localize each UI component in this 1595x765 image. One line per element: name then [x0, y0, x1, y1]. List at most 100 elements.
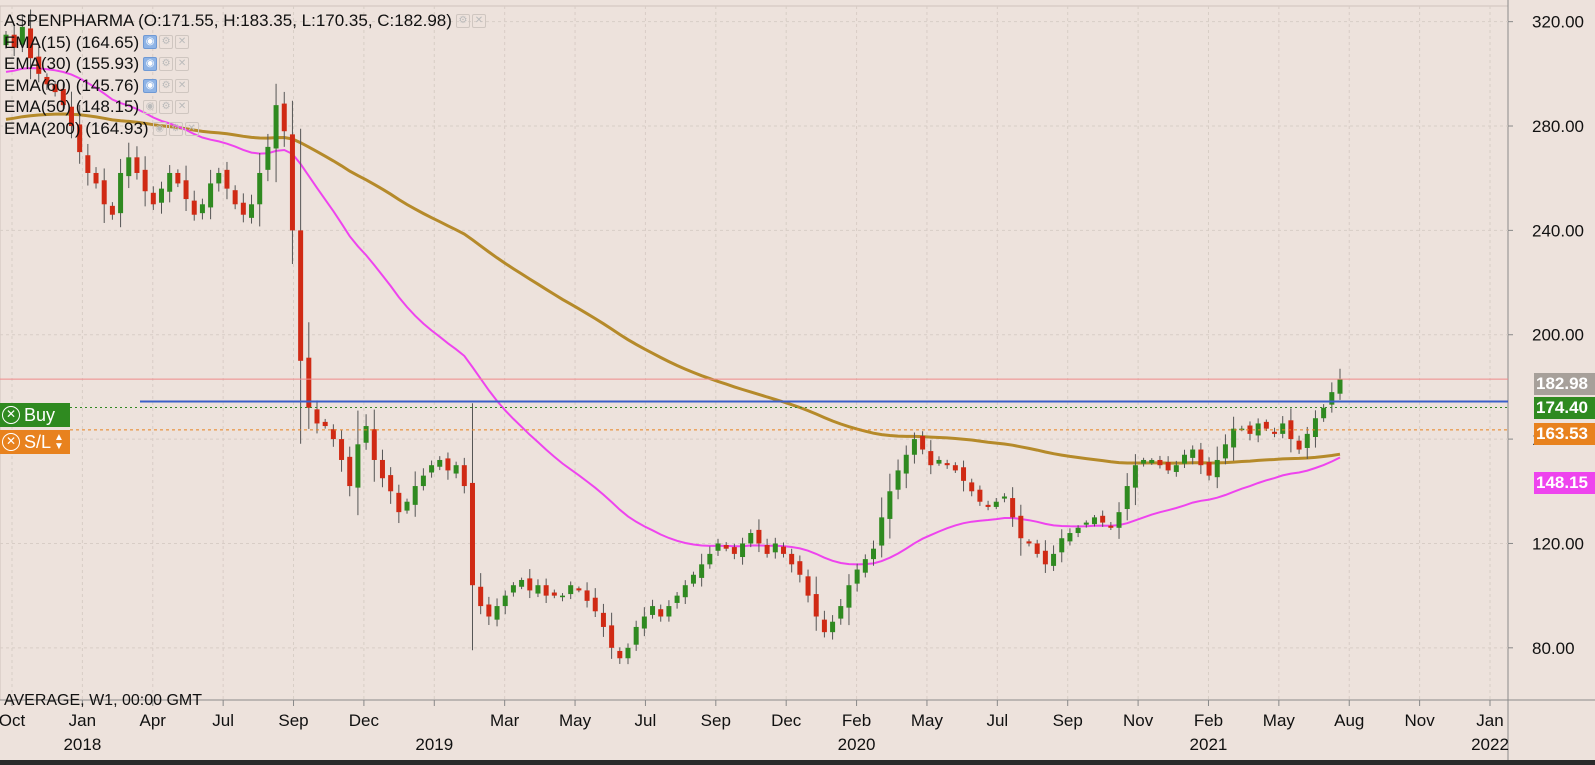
candle-body	[617, 650, 623, 659]
eye-icon[interactable]: ◉	[143, 56, 158, 71]
candle-body	[273, 105, 279, 149]
candle-body	[1108, 525, 1114, 528]
candle-body	[1165, 462, 1171, 471]
candle-body	[1296, 440, 1302, 450]
candle-body	[1157, 459, 1163, 466]
candle-body	[347, 456, 353, 487]
x-tick-label: Jan	[1476, 711, 1503, 730]
candle-body	[379, 459, 385, 479]
candle-body	[68, 106, 74, 127]
stop-loss-price-label: 163.53	[1534, 423, 1595, 445]
settings-icon[interactable]: ⚙	[159, 35, 174, 50]
settings-icon[interactable]: ⚙	[168, 121, 183, 136]
candle-body	[167, 172, 173, 192]
candle-body	[1067, 533, 1073, 542]
candle-body	[11, 34, 17, 48]
candle-body	[1198, 449, 1204, 466]
legend-entry[interactable]: EMA(200) (164.93) ◉ ⚙ ✕	[4, 118, 486, 140]
candle-body	[1132, 465, 1138, 488]
candle-body	[1124, 486, 1130, 510]
x-year-label: 2021	[1190, 735, 1228, 754]
candle-body	[150, 192, 156, 205]
candle-body	[314, 409, 320, 424]
candle-body	[977, 489, 983, 502]
x-tick-label: Aug	[1334, 711, 1364, 730]
candle-body	[609, 625, 615, 648]
candle-body	[494, 606, 500, 620]
x-tick-label: Dec	[771, 711, 802, 730]
candle-body	[682, 585, 688, 598]
settings-icon[interactable]: ⚙	[159, 100, 174, 115]
eye-icon[interactable]: ◉	[152, 121, 167, 136]
candle-body	[1116, 512, 1122, 528]
legend-entry[interactable]: EMA(15) (164.65) ◉ ⚙ ✕	[4, 32, 486, 54]
close-icon[interactable]: ✕	[175, 35, 190, 50]
candle-body	[85, 155, 91, 173]
settings-icon[interactable]: ⚙	[159, 56, 174, 71]
settings-icon[interactable]: ⚙	[159, 78, 174, 93]
legend-entry[interactable]: EMA(60) (145.76) ◉ ⚙ ✕	[4, 75, 486, 97]
legend-entry[interactable]: EMA(50) (148.15) ◉ ⚙ ✕	[4, 96, 486, 118]
candle-body	[969, 482, 975, 492]
eye-icon[interactable]: ◉	[143, 100, 158, 115]
candle-body	[216, 172, 222, 184]
candle-body	[478, 586, 484, 607]
stop-loss-tag[interactable]: ✕ S/L ▲ ▼	[0, 430, 70, 454]
candle-body	[821, 619, 827, 633]
buy-order-tag[interactable]: ✕ Buy	[0, 403, 70, 427]
candle-body	[118, 172, 124, 214]
candle-body	[576, 588, 582, 591]
close-icon[interactable]: ✕	[175, 56, 190, 71]
candle-body	[1247, 425, 1253, 434]
candle-body	[731, 547, 737, 554]
candle-body	[838, 606, 844, 619]
candle-body	[944, 463, 950, 466]
levels	[0, 378, 1508, 431]
legend-entry[interactable]: EMA(30) (155.93) ◉ ⚙ ✕	[4, 53, 486, 75]
close-icon[interactable]: ✕	[175, 100, 190, 115]
candle-body	[232, 190, 238, 205]
settings-icon[interactable]: ⚙	[455, 13, 470, 28]
legend-label: EMA(15) (164.65)	[4, 32, 140, 52]
ema-50-line	[5, 67, 1341, 566]
y-tick-label: 200.00	[1532, 326, 1584, 345]
candle-body	[1042, 550, 1048, 565]
candle-body	[1091, 517, 1097, 525]
ema-50-path	[5, 67, 1341, 566]
legend-label: EMA(60) (145.76)	[4, 75, 140, 95]
close-icon[interactable]: ✕	[2, 406, 20, 424]
candle-body	[797, 561, 803, 575]
eye-icon[interactable]: ◉	[143, 78, 158, 93]
candle-body	[928, 451, 934, 466]
candle-body	[871, 548, 877, 560]
candle-body	[1026, 541, 1032, 544]
close-icon[interactable]: ✕	[184, 121, 199, 136]
eye-icon[interactable]: ◉	[143, 35, 158, 50]
candle-body	[281, 103, 287, 132]
close-icon[interactable]: ✕	[175, 78, 190, 93]
candle-body	[257, 172, 263, 205]
candle-body	[936, 459, 942, 464]
candle-body	[519, 579, 525, 587]
x-tick-label: Nov	[1123, 711, 1154, 730]
candle-body	[265, 146, 271, 170]
candle-body	[1329, 392, 1335, 405]
candle-body	[158, 188, 164, 203]
x-tick-label: May	[911, 711, 944, 730]
close-icon[interactable]: ✕	[471, 13, 486, 28]
candle-body	[748, 533, 754, 544]
candle-body	[764, 545, 770, 554]
chart-header-text: ASPENPHARMA (O:171.55, H:183.35, L:170.3…	[4, 11, 452, 30]
candle-body	[985, 504, 991, 507]
candle-body	[707, 553, 713, 565]
candle-body	[952, 465, 958, 471]
updown-icon[interactable]: ▲ ▼	[54, 432, 64, 452]
x-tick-label: Jul	[212, 711, 234, 730]
legend: ASPENPHARMA (O:171.55, H:183.35, L:170.3…	[4, 10, 486, 140]
close-icon[interactable]: ✕	[2, 433, 20, 451]
x-year-label: 2018	[63, 735, 101, 754]
candle-body	[510, 585, 516, 593]
candle-body	[920, 435, 926, 450]
